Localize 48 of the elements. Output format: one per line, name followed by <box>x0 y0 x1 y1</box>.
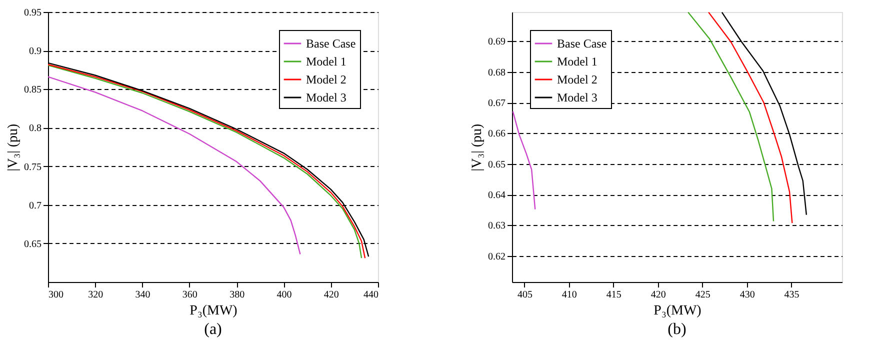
y-tick-label: 0.62 <box>488 251 506 262</box>
y-tick-label: 0.64 <box>488 190 506 202</box>
line-series <box>512 110 536 210</box>
line-series <box>48 76 301 255</box>
legend-label: Base Case <box>306 36 356 50</box>
legend-label: Model 3 <box>306 90 346 104</box>
x-tick-label: 410 <box>562 290 577 300</box>
x-tick-label: 360 <box>182 290 198 300</box>
line-series <box>708 12 793 224</box>
y-tick-label: 0.9 <box>29 46 42 58</box>
legend-label: Model 2 <box>557 72 598 86</box>
y-tick-label: 0.67 <box>488 98 506 110</box>
y-tick-label: 0.66 <box>488 128 506 140</box>
x-axis-title: P₃(MW) <box>190 304 238 318</box>
x-tick-label: 400 <box>276 290 292 300</box>
line-series <box>688 12 774 222</box>
x-tick-label: 340 <box>135 290 150 300</box>
y-tick-label: 0.65 <box>24 238 42 250</box>
text: (b) <box>668 321 686 338</box>
y-tick-label: 0.68 <box>488 67 506 78</box>
x-tick-label: 320 <box>88 290 104 300</box>
legend-label: Model 2 <box>306 72 346 86</box>
x-tick-label: 380 <box>230 290 245 300</box>
y-tick-label: 0.69 <box>488 36 506 48</box>
x-tick-label: 420 <box>650 290 666 300</box>
y-tick-label: 0.85 <box>24 84 42 96</box>
x-tick-label: 430 <box>740 290 755 300</box>
y-tick-label: 0.75 <box>24 162 42 173</box>
legend-label: Model 3 <box>557 90 598 104</box>
y-tick-label: 0.63 <box>488 220 506 232</box>
x-tick-label: 420 <box>324 290 339 300</box>
text: (a) <box>204 321 222 338</box>
y-tick-label: 0.8 <box>29 123 42 134</box>
x-axis-title: P₃(MW) <box>654 304 702 318</box>
x-tick-label: 435 <box>784 290 800 300</box>
y-axis-title: |V₃| (pu) <box>6 123 21 172</box>
x-tick-label: 440 <box>364 290 378 300</box>
y-axis-title: |V₃| (pu) <box>470 123 485 172</box>
x-tick-label: 405 <box>517 290 532 300</box>
legend-label: Model 1 <box>557 54 598 68</box>
x-tick-label: 300 <box>48 290 64 300</box>
x-tick-label: 425 <box>695 290 710 300</box>
y-tick-label: 0.7 <box>29 200 42 212</box>
y-tick-label: 0.65 <box>488 159 506 170</box>
legend-label: Base Case <box>557 36 607 50</box>
x-tick-label: 415 <box>606 290 622 300</box>
y-tick-label: 0.95 <box>24 8 42 18</box>
legend-label: Model 1 <box>306 54 346 68</box>
